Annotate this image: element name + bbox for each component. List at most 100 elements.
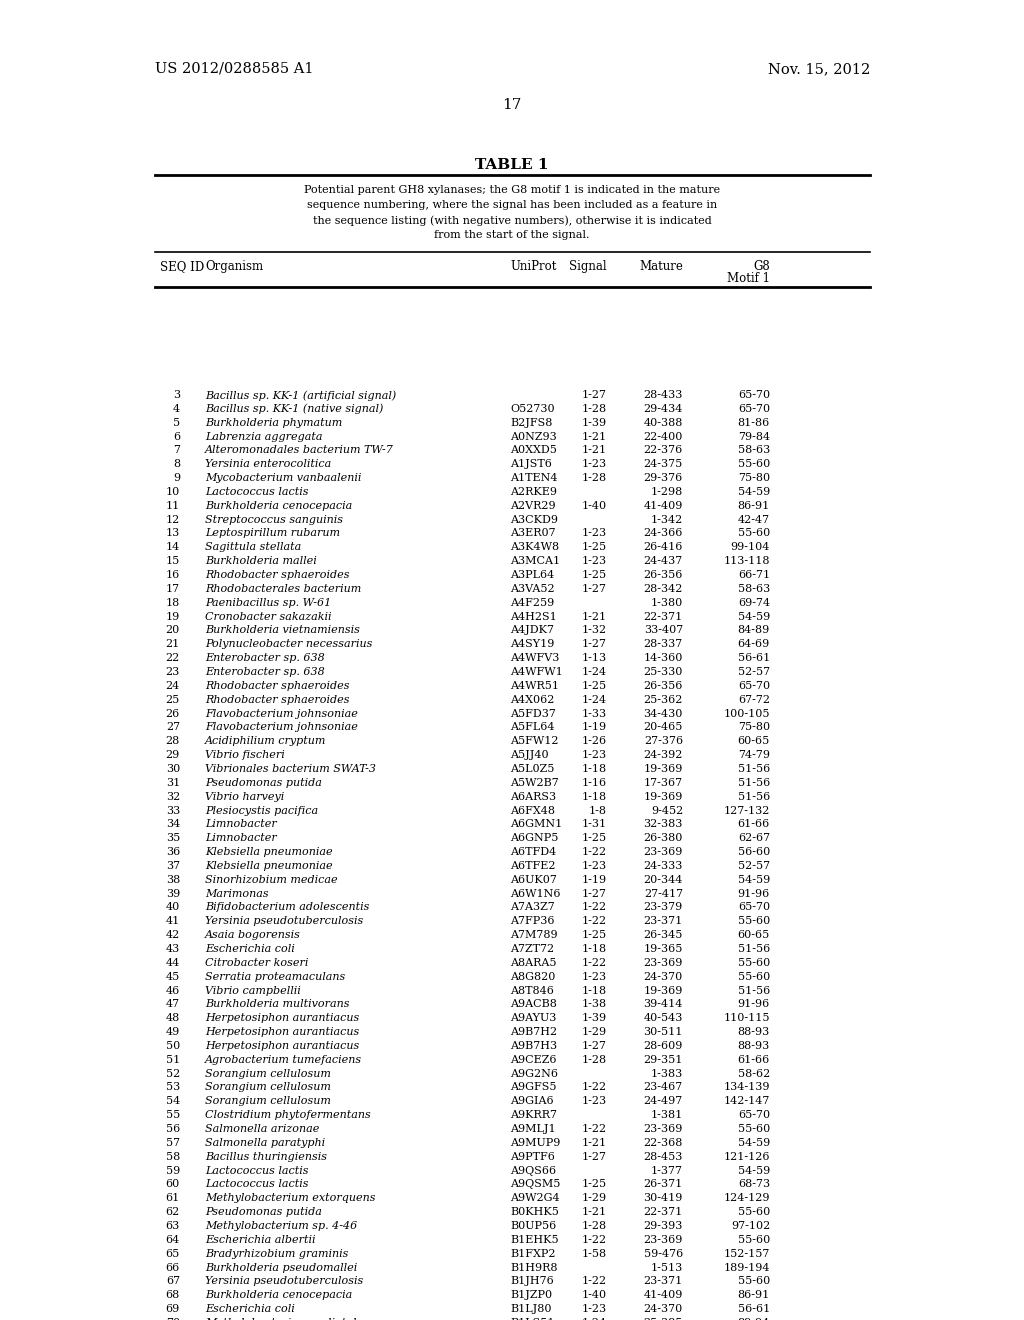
Text: A9QSM5: A9QSM5 (510, 1180, 560, 1189)
Text: 1-23: 1-23 (582, 1304, 607, 1315)
Text: 56-61: 56-61 (737, 653, 770, 663)
Text: 24-370: 24-370 (644, 972, 683, 982)
Text: 22-368: 22-368 (644, 1138, 683, 1148)
Text: Yersinia pseudotuberculosis: Yersinia pseudotuberculosis (205, 1276, 364, 1287)
Text: 6: 6 (173, 432, 180, 442)
Text: 22: 22 (166, 653, 180, 663)
Text: G8: G8 (754, 260, 770, 273)
Text: 38: 38 (166, 875, 180, 884)
Text: 21: 21 (166, 639, 180, 649)
Text: A4F259: A4F259 (510, 598, 554, 607)
Text: 59-476: 59-476 (644, 1249, 683, 1259)
Text: Rhodobacter sphaeroides: Rhodobacter sphaeroides (205, 681, 349, 690)
Text: A7M789: A7M789 (510, 931, 558, 940)
Text: A3K4W8: A3K4W8 (510, 543, 559, 552)
Text: 58-63: 58-63 (737, 583, 770, 594)
Text: Sorangium cellulosum: Sorangium cellulosum (205, 1082, 331, 1093)
Text: 39-414: 39-414 (644, 999, 683, 1010)
Text: 41-409: 41-409 (644, 1290, 683, 1300)
Text: 1-383: 1-383 (650, 1069, 683, 1078)
Text: Klebsiella pneumoniae: Klebsiella pneumoniae (205, 861, 333, 871)
Text: Methylobacterium sp. 4-46: Methylobacterium sp. 4-46 (205, 1221, 357, 1232)
Text: 61-66: 61-66 (737, 820, 770, 829)
Text: 60-65: 60-65 (737, 737, 770, 746)
Text: 37: 37 (166, 861, 180, 871)
Text: 1-25: 1-25 (582, 570, 607, 579)
Text: 65-70: 65-70 (738, 389, 770, 400)
Text: 64-69: 64-69 (737, 639, 770, 649)
Text: 19-365: 19-365 (644, 944, 683, 954)
Text: 1-27: 1-27 (582, 389, 607, 400)
Text: 28-453: 28-453 (644, 1152, 683, 1162)
Text: 65: 65 (166, 1249, 180, 1259)
Text: 189-194: 189-194 (724, 1262, 770, 1272)
Text: 52-57: 52-57 (738, 861, 770, 871)
Text: Agrobacterium tumefaciens: Agrobacterium tumefaciens (205, 1055, 362, 1065)
Text: Serratia proteamaculans: Serratia proteamaculans (205, 972, 345, 982)
Text: 42: 42 (166, 931, 180, 940)
Text: 26-371: 26-371 (644, 1180, 683, 1189)
Text: 1-27: 1-27 (582, 583, 607, 594)
Text: Escherichia coli: Escherichia coli (205, 1304, 295, 1315)
Text: 44: 44 (166, 958, 180, 968)
Text: Burkholderia phymatum: Burkholderia phymatum (205, 417, 342, 428)
Text: Enterobacter sp. 638: Enterobacter sp. 638 (205, 653, 325, 663)
Text: A4SY19: A4SY19 (510, 639, 554, 649)
Text: 30-419: 30-419 (644, 1193, 683, 1204)
Text: 62-67: 62-67 (738, 833, 770, 843)
Text: 8: 8 (173, 459, 180, 469)
Text: 64: 64 (166, 1234, 180, 1245)
Text: 1-22: 1-22 (582, 1082, 607, 1093)
Text: 1-33: 1-33 (582, 709, 607, 718)
Text: 1-18: 1-18 (582, 986, 607, 995)
Text: 1-23: 1-23 (582, 528, 607, 539)
Text: A9PTF6: A9PTF6 (510, 1152, 555, 1162)
Text: 33: 33 (166, 805, 180, 816)
Text: 68-73: 68-73 (738, 1180, 770, 1189)
Text: 24: 24 (166, 681, 180, 690)
Text: 75-80: 75-80 (738, 473, 770, 483)
Text: Sorangium cellulosum: Sorangium cellulosum (205, 1097, 331, 1106)
Text: 1-58: 1-58 (582, 1249, 607, 1259)
Text: 50: 50 (166, 1041, 180, 1051)
Text: A5FL64: A5FL64 (510, 722, 555, 733)
Text: Labrenzia aggregata: Labrenzia aggregata (205, 432, 323, 442)
Text: Leptospirillum rubarum: Leptospirillum rubarum (205, 528, 340, 539)
Text: 100-105: 100-105 (724, 709, 770, 718)
Text: Motif 1: Motif 1 (727, 272, 770, 285)
Text: 1-16: 1-16 (582, 777, 607, 788)
Text: 1-23: 1-23 (582, 556, 607, 566)
Text: 65-70: 65-70 (738, 1110, 770, 1121)
Text: A6TFE2: A6TFE2 (510, 861, 555, 871)
Text: 62: 62 (166, 1208, 180, 1217)
Text: 89-94: 89-94 (737, 1317, 770, 1320)
Text: 59: 59 (166, 1166, 180, 1176)
Text: 15: 15 (166, 556, 180, 566)
Text: 1-21: 1-21 (582, 1138, 607, 1148)
Text: A4X062: A4X062 (510, 694, 554, 705)
Text: 63: 63 (166, 1221, 180, 1232)
Text: 58: 58 (166, 1152, 180, 1162)
Text: 67-72: 67-72 (738, 694, 770, 705)
Text: A5W2B7: A5W2B7 (510, 777, 559, 788)
Text: 24-392: 24-392 (644, 750, 683, 760)
Text: 1-25: 1-25 (582, 833, 607, 843)
Text: 1-22: 1-22 (582, 903, 607, 912)
Text: 1-22: 1-22 (582, 1276, 607, 1287)
Text: A7A3Z7: A7A3Z7 (510, 903, 555, 912)
Text: 1-40: 1-40 (582, 500, 607, 511)
Text: A9CEZ6: A9CEZ6 (510, 1055, 556, 1065)
Text: TABLE 1: TABLE 1 (475, 158, 549, 172)
Text: A5JJ40: A5JJ40 (510, 750, 549, 760)
Text: Enterobacter sp. 638: Enterobacter sp. 638 (205, 667, 325, 677)
Text: UniProt: UniProt (510, 260, 556, 273)
Text: 17-367: 17-367 (644, 777, 683, 788)
Text: 1-29: 1-29 (582, 1027, 607, 1038)
Text: A2VR29: A2VR29 (510, 500, 556, 511)
Text: Sorangium cellulosum: Sorangium cellulosum (205, 1069, 331, 1078)
Text: Burkholderia vietnamiensis: Burkholderia vietnamiensis (205, 626, 359, 635)
Text: A3MCA1: A3MCA1 (510, 556, 560, 566)
Text: A9B7H3: A9B7H3 (510, 1041, 557, 1051)
Text: 35: 35 (166, 833, 180, 843)
Text: 1-38: 1-38 (582, 999, 607, 1010)
